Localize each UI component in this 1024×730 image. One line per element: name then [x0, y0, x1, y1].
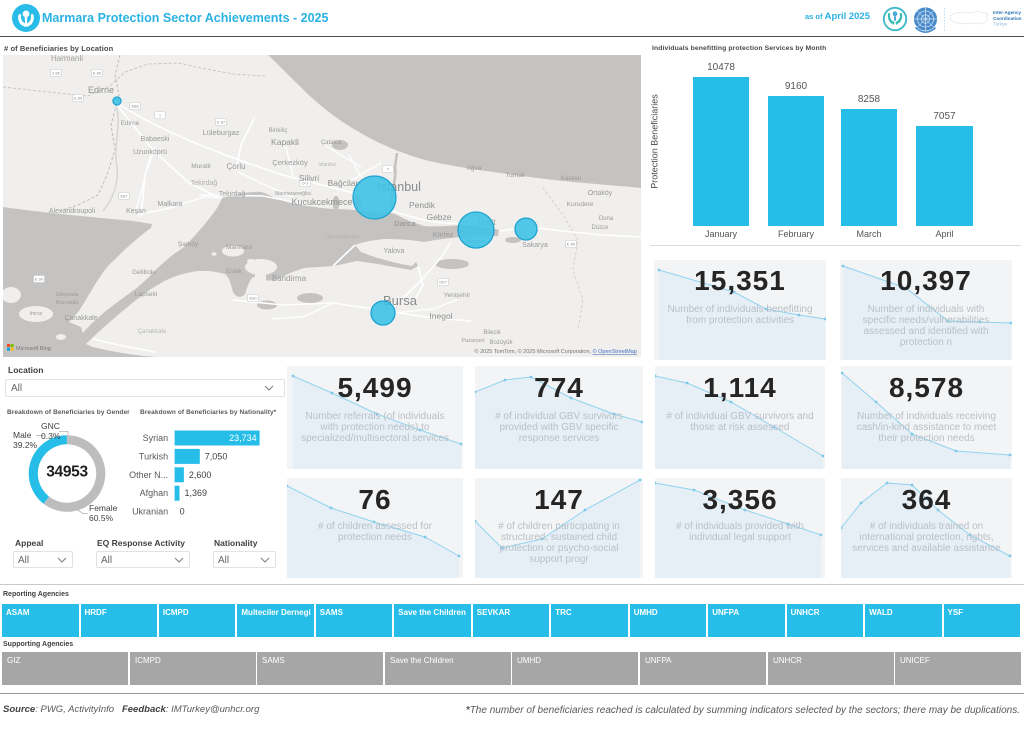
svg-text:Çorlu: Çorlu	[226, 162, 245, 171]
svg-text:Syrian: Syrian	[143, 433, 169, 443]
svg-text:Şarköy: Şarköy	[178, 241, 199, 248]
svg-text:Lüleburgaz: Lüleburgaz	[202, 128, 239, 137]
svg-text:Körfez: Körfez	[433, 232, 454, 239]
svg-text:1: 1	[159, 113, 162, 118]
svg-text:E 80: E 80	[567, 242, 576, 247]
svg-text:Coordination: Coordination	[993, 16, 1022, 21]
svg-text:Alexandroupoli: Alexandroupoli	[49, 208, 96, 215]
svg-text:Ortaköy: Ortaköy	[588, 190, 613, 197]
svg-text:Marmara: Marmara	[226, 244, 252, 251]
svg-text:Sea of Marmara: Sea of Marmara	[327, 234, 360, 239]
svg-text:Gelibolu: Gelibolu	[132, 269, 156, 276]
svg-text:2 85: 2 85	[52, 71, 61, 76]
svg-text:Bilecik: Bilecik	[483, 330, 501, 336]
svg-text:Ağva: Ağva	[467, 165, 482, 172]
svg-text:Imroz: Imroz	[30, 311, 43, 317]
svg-text:Uzunköprü: Uzunköprü	[133, 149, 167, 156]
svg-text:Silivri: Silivri	[299, 173, 319, 183]
svg-text:7,050: 7,050	[205, 451, 228, 461]
svg-text:Pendik: Pendik	[409, 200, 436, 210]
svg-text:Keşan: Keşan	[126, 208, 146, 215]
svg-text:0: 0	[180, 507, 185, 517]
svg-text:Kurudere: Kurudere	[567, 201, 594, 208]
svg-text:Gökçeada: Gökçeada	[56, 292, 79, 298]
svg-text:Sakarya: Sakarya	[522, 242, 548, 249]
svg-text:Yenişehir: Yenişehir	[444, 292, 471, 299]
svg-text:Babaeski: Babaeski	[141, 136, 170, 143]
svg-text:Pazaryeri: Pazaryeri	[461, 338, 484, 344]
svg-text:Çanakkale: Çanakkale	[64, 315, 97, 322]
svg-text:O-3: O-3	[302, 181, 309, 186]
svg-text:Lapseki: Lapseki	[135, 291, 157, 298]
svg-text:Yalova: Yalova	[384, 248, 405, 255]
svg-text:Darica: Darica	[394, 219, 417, 228]
svg-text:Düzce: Düzce	[591, 225, 609, 231]
svg-text:Çanakkale: Çanakkale	[138, 329, 167, 335]
svg-text:Tumali: Tumali	[505, 172, 524, 179]
svg-text:7: 7	[387, 167, 390, 172]
svg-text:E90: E90	[249, 296, 257, 301]
svg-text:Bağcilar: Bağcilar	[328, 178, 359, 188]
svg-text:Malkara: Malkara	[158, 201, 183, 208]
svg-text:E 87: E 87	[217, 120, 226, 125]
svg-text:Kucukcekmece: Kucukcekmece	[291, 197, 352, 207]
svg-text:Duna: Duna	[599, 216, 614, 222]
svg-text:Other N...: Other N...	[129, 470, 168, 480]
svg-text:Binkiliç: Binkiliç	[269, 128, 288, 134]
svg-text:Erdek: Erdek	[226, 269, 243, 275]
svg-text:Ukranian: Ukranian	[132, 507, 168, 517]
svg-text:Türkiye: Türkiye	[993, 22, 1008, 27]
svg-text:Turkish: Turkish	[139, 451, 168, 461]
svg-text:E 80: E 80	[93, 71, 102, 76]
svg-text:Microsoft Bing: Microsoft Bing	[16, 346, 51, 352]
svg-text:E 85: E 85	[74, 96, 83, 101]
svg-text:Karasu: Karasu	[561, 175, 582, 182]
svg-text:E 90: E 90	[35, 277, 44, 282]
svg-text:34953: 34953	[46, 464, 88, 481]
svg-text:Edirne: Edirne	[88, 85, 114, 95]
svg-text:E88: E88	[131, 104, 139, 109]
svg-text:Harmanli: Harmanli	[51, 55, 83, 63]
svg-text:Muratli: Muratli	[191, 163, 211, 170]
svg-text:istanbul: istanbul	[318, 162, 335, 168]
svg-text:Bozcaada: Bozcaada	[56, 300, 78, 306]
svg-text:Çatalca: Çatalca	[321, 140, 342, 146]
svg-text:Edirne: Edirne	[121, 120, 140, 127]
svg-text:Afghan: Afghan	[140, 488, 169, 498]
svg-text:Inter-Agency: Inter-Agency	[993, 10, 1022, 15]
svg-text:2,600: 2,600	[189, 470, 212, 480]
svg-text:Bandirma: Bandirma	[272, 274, 307, 283]
svg-text:Tekirdağ: Tekirdağ	[219, 191, 246, 198]
svg-text:Bozüyük: Bozüyük	[489, 340, 513, 346]
svg-text:Kapakli: Kapakli	[271, 137, 299, 147]
svg-text:1,369: 1,369	[185, 488, 208, 498]
svg-text:© 2025 TomTom, © 2025 Microsof: © 2025 TomTom, © 2025 Microsoft Corporat…	[475, 348, 637, 355]
svg-text:23,734: 23,734	[229, 433, 257, 443]
svg-text:D57: D57	[439, 280, 447, 285]
svg-text:Tekirdağ: Tekirdağ	[191, 180, 218, 187]
svg-text:E87: E87	[120, 194, 128, 199]
svg-text:Çerkezköy: Çerkezköy	[272, 158, 308, 167]
svg-text:Inegol: Inegol	[429, 311, 452, 321]
svg-text:Gebze: Gebze	[426, 212, 451, 222]
svg-text:Marmaraereğlisi: Marmaraereğlisi	[275, 191, 311, 197]
